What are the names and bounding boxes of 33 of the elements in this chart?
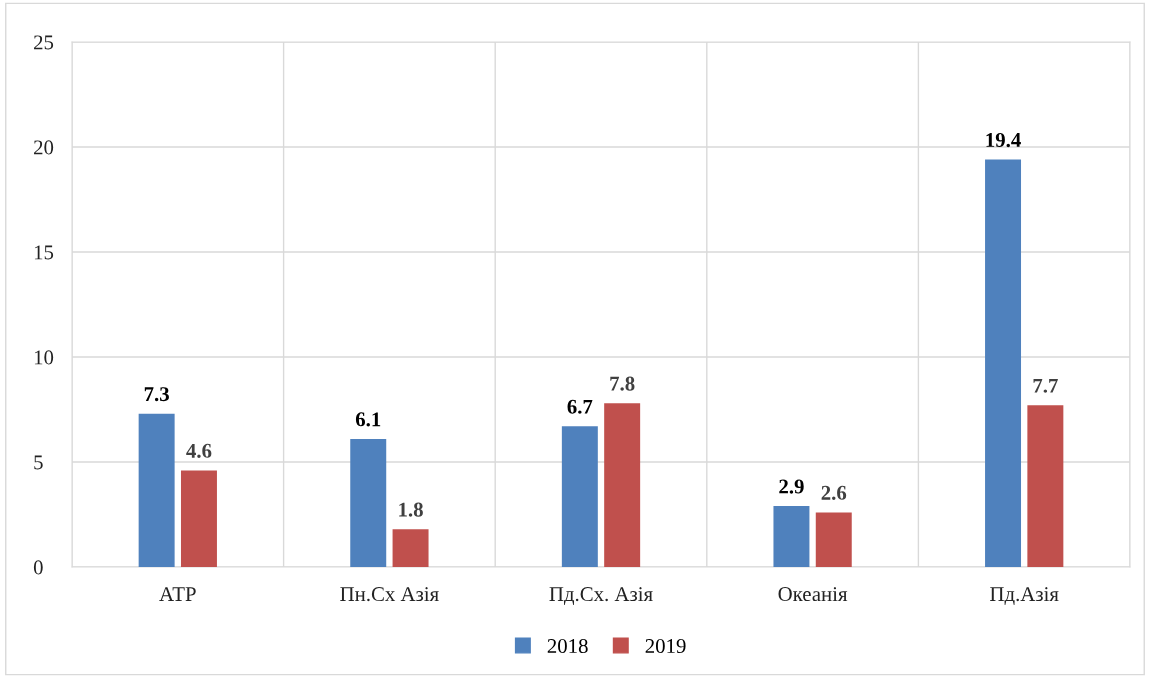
data-label: 6.7 (567, 399, 593, 414)
bar (1027, 405, 1064, 567)
y-tick-label: 20 (34, 140, 54, 155)
bar (815, 512, 852, 567)
bar (180, 470, 217, 567)
y-tick-label: 15 (34, 245, 54, 260)
data-label: 4.6 (186, 443, 212, 458)
data-label: 2.9 (779, 479, 804, 494)
x-tick-label: Пн.Сх Азія (340, 587, 439, 602)
legend-label: 2018 (547, 638, 588, 654)
y-tick-label: 10 (34, 350, 54, 365)
y-tick-label: 0 (33, 560, 43, 575)
y-tick-label: 25 (34, 35, 54, 50)
bar (561, 426, 598, 567)
x-tick-label: Пд.Сх. Азія (549, 587, 653, 605)
data-label: 1.8 (399, 502, 423, 517)
data-label: 7.3 (144, 387, 169, 402)
bar (350, 438, 387, 567)
data-label: 2.6 (821, 485, 847, 500)
bar (138, 413, 175, 567)
data-label: 19.4 (986, 133, 1021, 148)
data-label: 6.1 (355, 412, 381, 427)
x-tick-label: Океанія (778, 587, 848, 602)
x-tick-label: АТР (159, 587, 196, 601)
data-label: 7.8 (610, 376, 635, 391)
bar (604, 403, 641, 567)
bar (985, 159, 1022, 567)
bar (392, 529, 429, 567)
data-label: 7.7 (1033, 378, 1058, 393)
y-tick-label: 5 (34, 455, 43, 470)
legend-label: 2019 (645, 638, 686, 654)
bar (773, 506, 810, 567)
x-tick-label: Пд.Азія (990, 587, 1059, 605)
